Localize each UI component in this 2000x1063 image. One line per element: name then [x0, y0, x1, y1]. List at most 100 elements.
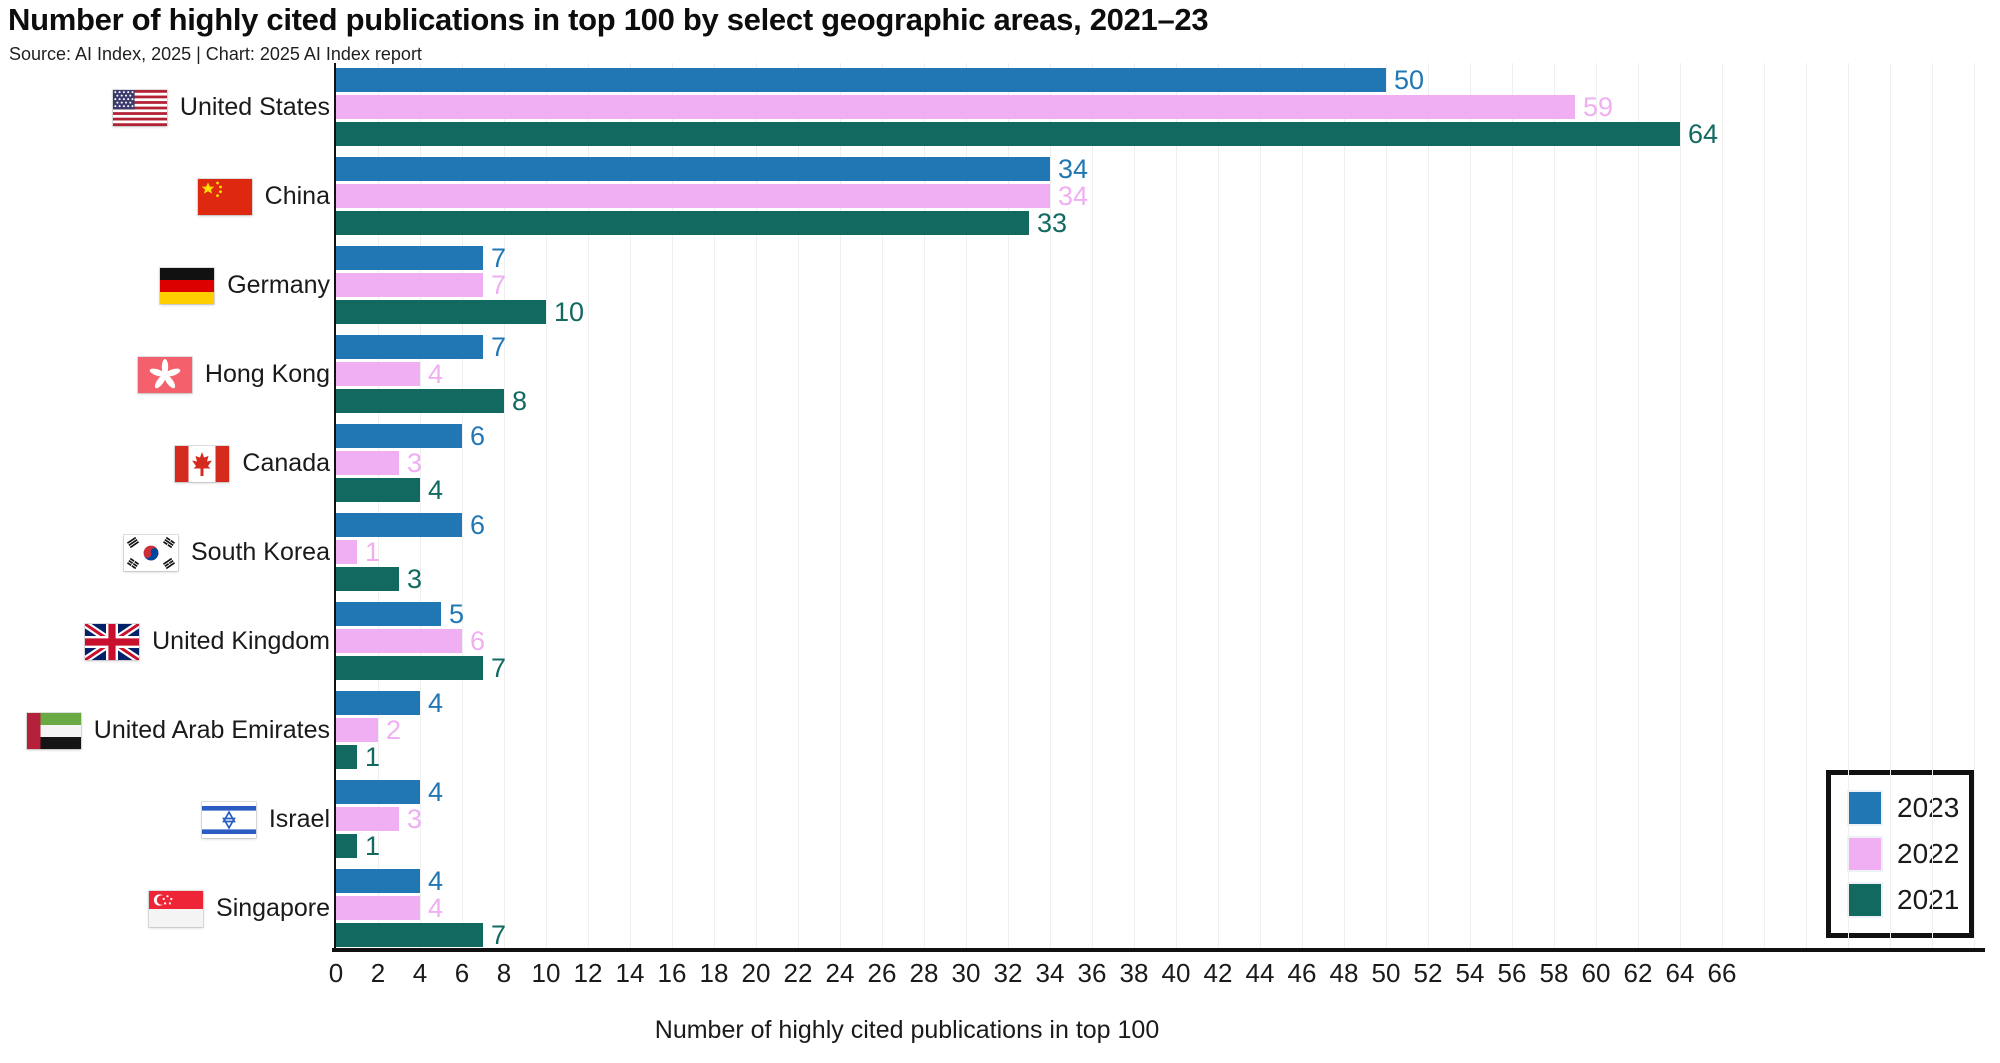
- bar-value-label: 50: [1394, 65, 1425, 95]
- x-tick-label: 24: [825, 958, 855, 988]
- gridline: [1176, 63, 1177, 948]
- gridline: [1092, 63, 1093, 948]
- gridline: [756, 63, 757, 948]
- legend-swatch: [1847, 836, 1883, 872]
- gridline: [462, 63, 463, 948]
- x-tick-label: 30: [951, 958, 981, 988]
- x-tick-label: 16: [657, 958, 687, 988]
- bar-2023-china: [336, 157, 1050, 181]
- flag-hong-kong-icon: [137, 356, 192, 393]
- legend-item-2021: 2021: [1847, 882, 1959, 918]
- category-label: South Korea: [191, 538, 330, 566]
- bar-2022-singapore: [336, 896, 420, 920]
- x-tick-label: 10: [531, 958, 561, 988]
- bar-2023-germany: [336, 246, 483, 270]
- bar-value-label: 7: [491, 243, 507, 273]
- bar-value-label: 10: [554, 297, 585, 327]
- gridline: [420, 63, 421, 948]
- gridline: [378, 63, 379, 948]
- x-tick-label: 48: [1329, 958, 1359, 988]
- bar-value-label: 2: [386, 715, 402, 745]
- gridline: [588, 63, 589, 948]
- bar-value-label: 6: [470, 510, 486, 540]
- gridline: [1386, 63, 1387, 948]
- category-label: Germany: [227, 271, 330, 299]
- gridline: [1890, 63, 1891, 948]
- flag-singapore-icon: [149, 890, 204, 927]
- flag-germany-icon: [160, 267, 215, 304]
- bar-2021-germany: [336, 300, 546, 324]
- x-tick-label: 0: [328, 958, 344, 988]
- bar-value-label: 3: [407, 564, 423, 594]
- y-axis-spine: [334, 63, 336, 948]
- flag-south-korea-icon: [124, 534, 178, 571]
- x-tick-label: 42: [1203, 958, 1233, 988]
- gridline: [840, 63, 841, 948]
- gridline: [504, 63, 505, 948]
- gridline: [1932, 63, 1933, 948]
- x-tick-label: 52: [1413, 958, 1443, 988]
- category-label: Israel: [268, 805, 330, 833]
- category-row-hong-kong: Hong Kong: [137, 330, 330, 419]
- bar-2022-germany: [336, 273, 483, 297]
- bar-value-label: 1: [365, 742, 381, 772]
- x-tick-label: 40: [1161, 958, 1191, 988]
- category-label: United States: [179, 93, 330, 121]
- gridline: [1470, 63, 1471, 948]
- category-row-united-arab-emirates: United Arab Emirates: [26, 686, 330, 775]
- x-tick-label: 66: [1707, 958, 1737, 988]
- category-label: United Kingdom: [152, 627, 330, 655]
- bar-value-label: 64: [1688, 119, 1719, 149]
- gridline: [630, 63, 631, 948]
- flag-united-states-icon: [112, 89, 167, 126]
- category-row-germany: Germany: [160, 241, 330, 330]
- gridline: [1218, 63, 1219, 948]
- gridline: [1512, 63, 1513, 948]
- x-tick-label: 26: [867, 958, 897, 988]
- gridline: [1344, 63, 1345, 948]
- gridline: [1008, 63, 1009, 948]
- bar-value-label: 59: [1583, 92, 1614, 122]
- category-row-united-states: United States: [112, 63, 330, 152]
- category-row-singapore: Singapore: [149, 864, 330, 953]
- bar-2022-china: [336, 184, 1050, 208]
- bar-value-label: 4: [428, 475, 444, 505]
- bar-value-label: 6: [470, 421, 486, 451]
- bar-2021-south-korea: [336, 567, 399, 591]
- x-tick-label: 32: [993, 958, 1023, 988]
- x-axis-title: Number of highly cited publications in t…: [654, 1016, 1160, 1044]
- bar-2023-canada: [336, 424, 462, 448]
- bar-2021-china: [336, 211, 1029, 235]
- bar-2022-israel: [336, 807, 399, 831]
- legend-label: 2021: [1897, 884, 1960, 915]
- bar-2021-israel: [336, 834, 357, 858]
- chart-source-line: Source: AI Index, 2025 | Chart: 2025 AI …: [9, 44, 422, 64]
- gridline: [1806, 63, 1807, 948]
- gridline: [1554, 63, 1555, 948]
- category-label: Canada: [242, 449, 330, 477]
- x-tick-label: 4: [412, 958, 428, 988]
- bar-2023-singapore: [336, 869, 420, 893]
- x-tick-label: 2: [370, 958, 386, 988]
- gridline: [546, 63, 547, 948]
- category-label: Singapore: [216, 894, 330, 922]
- category-row-china: China: [197, 152, 330, 241]
- x-tick-label: 14: [615, 958, 645, 988]
- category-row-south-korea: South Korea: [124, 508, 330, 597]
- bar-value-label: 4: [428, 777, 444, 807]
- gridline: [1680, 63, 1681, 948]
- category-row-israel: Israel: [201, 775, 330, 864]
- bar-value-label: 4: [428, 893, 444, 923]
- x-axis-spine: [332, 948, 1985, 952]
- legend-box: 2023 2022 2021: [1826, 770, 1974, 938]
- bar-2022-canada: [336, 451, 399, 475]
- legend-swatch: [1847, 790, 1883, 826]
- bar-value-label: 8: [512, 386, 528, 416]
- x-tick-label: 50: [1371, 958, 1401, 988]
- bar-value-label: 4: [428, 359, 444, 389]
- gridline: [1428, 63, 1429, 948]
- x-tick-label: 20: [741, 958, 771, 988]
- bar-2021-united-states: [336, 122, 1680, 146]
- bar-value-label: 1: [365, 537, 381, 567]
